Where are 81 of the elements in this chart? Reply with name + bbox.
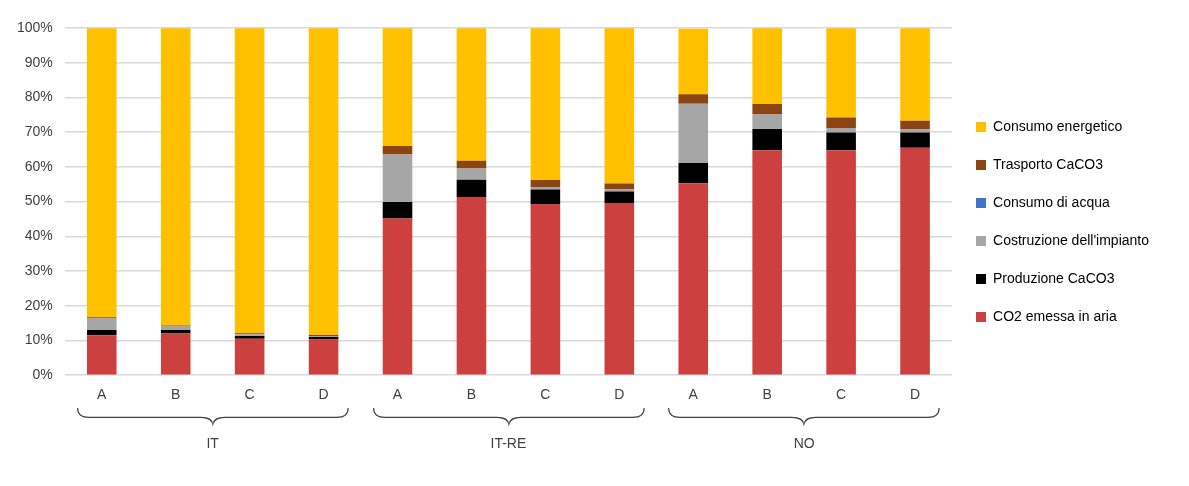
x-tick-label: A: [97, 386, 108, 403]
bar: [604, 202, 635, 375]
bar: [86, 318, 117, 331]
bar: [160, 28, 191, 326]
bar: [160, 333, 191, 375]
bar: [234, 28, 265, 334]
bar: [678, 103, 709, 164]
y-tick-label: 0%: [32, 366, 53, 383]
x-tick-label: B: [171, 386, 181, 403]
bar: [604, 191, 635, 203]
text: IT-RE: [490, 435, 527, 452]
y-tick-label: 20%: [24, 296, 53, 313]
bar: [900, 28, 930, 121]
y-tick-label: 40%: [24, 227, 53, 244]
bar: [752, 150, 782, 375]
legend-label: Consumo energetico: [993, 117, 1123, 134]
bar: [900, 129, 930, 133]
x-tick-label: B: [762, 386, 772, 403]
y-tick-label: 50%: [24, 192, 53, 209]
bar: [678, 28, 709, 95]
bar: [826, 150, 856, 375]
bar: [382, 201, 413, 219]
bar: [678, 183, 709, 375]
text: NO: [793, 435, 815, 452]
x-tick-label: C: [836, 386, 847, 403]
bar: [86, 330, 117, 336]
x-tick-label: D: [614, 386, 625, 403]
legend-label: Produzione CaCO3: [993, 269, 1115, 286]
y-tick-label: 80%: [24, 88, 53, 105]
x-tick-label: C: [244, 386, 255, 403]
bar: [752, 114, 782, 130]
y-tick-label: 90%: [24, 53, 53, 70]
bar: [752, 104, 782, 115]
bar: [826, 28, 856, 118]
bar: [456, 197, 487, 375]
bar: [678, 94, 709, 104]
bar: [382, 218, 413, 375]
bar: [308, 28, 339, 335]
legend-label: Trasporto CaCO3: [993, 155, 1104, 172]
bar: [456, 160, 487, 168]
bar: [160, 330, 191, 334]
bar: [826, 127, 856, 133]
y-tick-label: 60%: [24, 157, 53, 174]
x-tick-label: A: [392, 386, 403, 403]
bar: [752, 28, 782, 105]
bar: [382, 28, 413, 147]
bar: [86, 335, 117, 375]
legend-label: Consumo di acqua: [993, 193, 1110, 210]
bar: [530, 28, 561, 181]
bar: [86, 28, 117, 318]
y-tick-label: 30%: [24, 261, 53, 278]
bar: [752, 129, 782, 151]
bar: [382, 154, 413, 202]
bar: [308, 339, 339, 375]
bar: [900, 120, 930, 130]
bar: [900, 147, 930, 375]
bar: [826, 117, 856, 128]
bar: [826, 132, 856, 151]
y-tick-label: 100%: [16, 18, 53, 35]
x-tick-label: D: [318, 386, 329, 403]
bar: [382, 146, 413, 155]
x-tick-label: B: [466, 386, 477, 403]
bar: [456, 167, 487, 180]
y-tick-label: 70%: [24, 123, 53, 140]
x-tick-label: D: [909, 386, 921, 403]
bar: [604, 28, 635, 184]
y-tick-label: 10%: [24, 331, 53, 348]
x-tick-label: C: [540, 386, 551, 403]
x-tick-label: A: [688, 386, 699, 403]
bar: [678, 163, 709, 184]
bar: [530, 189, 561, 205]
text: IT: [206, 435, 219, 452]
bar: [900, 132, 930, 148]
legend-label: CO2 emessa in aria: [993, 307, 1117, 324]
bar: [456, 179, 487, 198]
bar: [234, 338, 265, 375]
bar: [604, 189, 635, 192]
bar: [530, 180, 561, 188]
bar: [530, 204, 561, 375]
legend-label: Costruzione dell'impianto: [993, 231, 1150, 248]
bar: [456, 28, 487, 161]
